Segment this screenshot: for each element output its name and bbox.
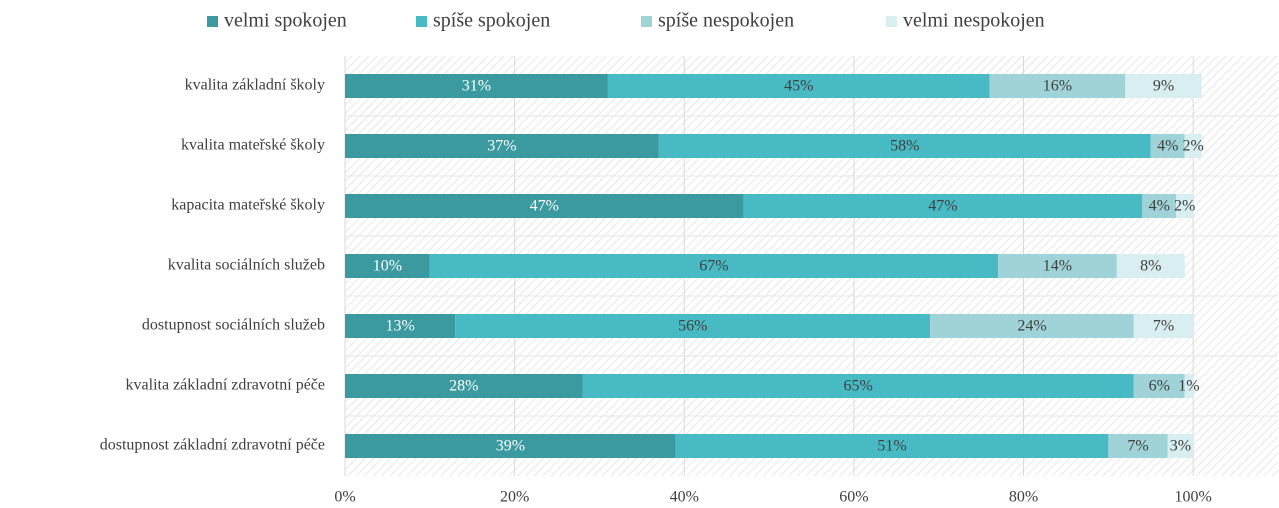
bar-segment — [1150, 134, 1185, 158]
y-tick-label: kvalita základní zdravotní péče — [126, 377, 325, 394]
legend-swatch — [416, 16, 427, 27]
x-tick-label: 60% — [839, 489, 868, 506]
data-label: 2% — [1183, 138, 1204, 155]
data-label: 6% — [1149, 378, 1170, 395]
bar-segment — [455, 314, 931, 338]
data-label: 67% — [699, 258, 728, 275]
x-tick-label: 100% — [1175, 489, 1212, 506]
bar-segment — [1184, 374, 1194, 398]
bar-segment — [1133, 314, 1194, 338]
data-label: 16% — [1043, 78, 1072, 95]
data-label: 10% — [373, 258, 402, 275]
bar-segment — [429, 254, 999, 278]
data-label: 58% — [890, 138, 919, 155]
data-label: 1% — [1178, 378, 1199, 395]
legend-label: velmi nespokojen — [903, 10, 1045, 32]
data-label: 3% — [1170, 438, 1191, 455]
x-tick-label: 80% — [1009, 489, 1038, 506]
data-label: 65% — [843, 378, 872, 395]
data-label: 8% — [1140, 258, 1161, 275]
x-tick-label: 20% — [500, 489, 529, 506]
x-tick-label: 40% — [670, 489, 699, 506]
legend-swatch — [886, 16, 897, 27]
bar-segment — [1184, 134, 1202, 158]
bar-segment — [345, 194, 744, 218]
bar-segment — [345, 314, 456, 338]
data-label: 4% — [1157, 138, 1178, 155]
data-label: 7% — [1127, 438, 1148, 455]
data-label: 47% — [530, 198, 559, 215]
data-label: 9% — [1153, 78, 1174, 95]
bar-segment — [345, 434, 676, 458]
data-label: 56% — [678, 318, 707, 335]
y-tick-label: kvalita sociálních služeb — [168, 257, 325, 274]
bar-segment — [743, 194, 1143, 218]
bar-segment — [345, 374, 583, 398]
data-label: 14% — [1043, 258, 1072, 275]
y-tick-label: kvalita základní školy — [185, 77, 325, 94]
bar-segment — [607, 74, 990, 98]
y-tick-label: dostupnost základní zdravotní péče — [100, 437, 325, 454]
data-label: 13% — [385, 318, 414, 335]
bar-segment — [1167, 434, 1194, 458]
bar-segment — [345, 74, 608, 98]
bar-segment — [1133, 374, 1185, 398]
data-label: 45% — [784, 78, 813, 95]
legend-label: spíše spokojen — [433, 10, 550, 32]
data-label: 47% — [928, 198, 957, 215]
data-label: 37% — [487, 138, 516, 155]
data-label: 28% — [449, 378, 478, 395]
bar-segment — [998, 254, 1117, 278]
data-label: 39% — [496, 438, 525, 455]
bar-segment — [989, 74, 1126, 98]
bar-segment — [345, 134, 659, 158]
bar-segment — [582, 374, 1134, 398]
bar-segment — [658, 134, 1151, 158]
bar-segment — [675, 434, 1109, 458]
legend-label: velmi spokojen — [224, 10, 347, 32]
y-tick-label: kvalita mateřské školy — [181, 137, 325, 154]
x-tick-label: 0% — [334, 489, 355, 506]
bar-segment — [930, 314, 1134, 338]
bar-segment — [1116, 254, 1185, 278]
data-label: 7% — [1153, 318, 1174, 335]
bar-segment — [1108, 434, 1168, 458]
data-label: 31% — [462, 78, 491, 95]
data-label: 51% — [877, 438, 906, 455]
y-tick-label: kapacita mateřské školy — [171, 197, 325, 214]
legend-label: spíše nespokojen — [658, 10, 794, 32]
bar-segment — [345, 254, 430, 278]
data-label: 24% — [1017, 318, 1046, 335]
bar-segment — [1142, 194, 1177, 218]
data-label: 4% — [1149, 198, 1170, 215]
data-label: 2% — [1174, 198, 1195, 215]
bar-segment — [1176, 194, 1194, 218]
bar-segment — [1125, 74, 1202, 98]
legend-swatch — [641, 16, 652, 27]
legend-swatch — [207, 16, 218, 27]
y-tick-label: dostupnost sociálních služeb — [142, 317, 325, 334]
